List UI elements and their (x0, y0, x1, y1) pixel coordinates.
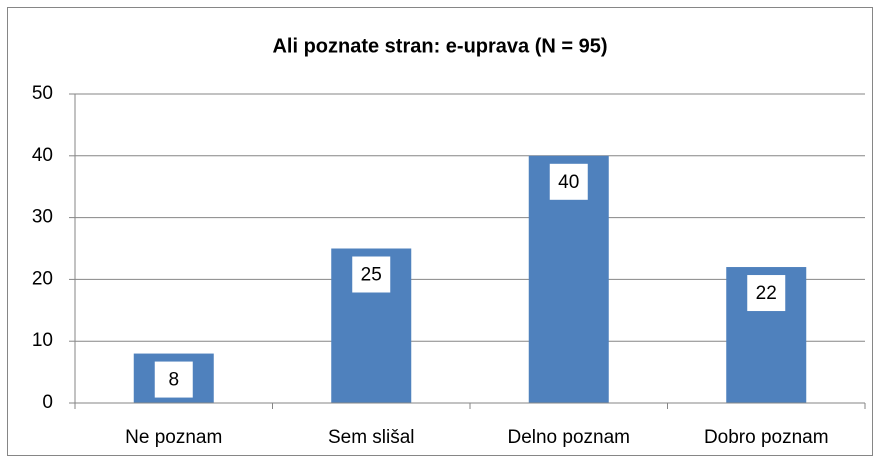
data-label-box (352, 256, 391, 293)
data-label: 40 (558, 172, 579, 193)
y-tick-label: 50 (32, 83, 53, 104)
y-tick-label: 30 (32, 207, 53, 228)
data-label-box (549, 163, 588, 200)
y-tick-label: 20 (32, 268, 53, 289)
x-tick-label: Dobro poznam (704, 427, 829, 448)
data-label-box (747, 275, 786, 312)
x-tick-label: Ne poznam (125, 427, 222, 448)
y-tick-label: 10 (32, 330, 53, 351)
data-label-box (154, 361, 193, 398)
x-tick-label: Delno poznam (507, 427, 630, 448)
data-label: 8 (168, 370, 179, 391)
chart-title: Ali poznate stran: e-uprava (N = 95) (272, 35, 607, 57)
y-tick-label: 40 (32, 145, 53, 166)
data-label: 25 (361, 265, 382, 286)
x-tick-label: Sem slišal (328, 427, 415, 448)
data-label: 22 (756, 283, 777, 304)
y-tick-label: 0 (42, 392, 53, 413)
